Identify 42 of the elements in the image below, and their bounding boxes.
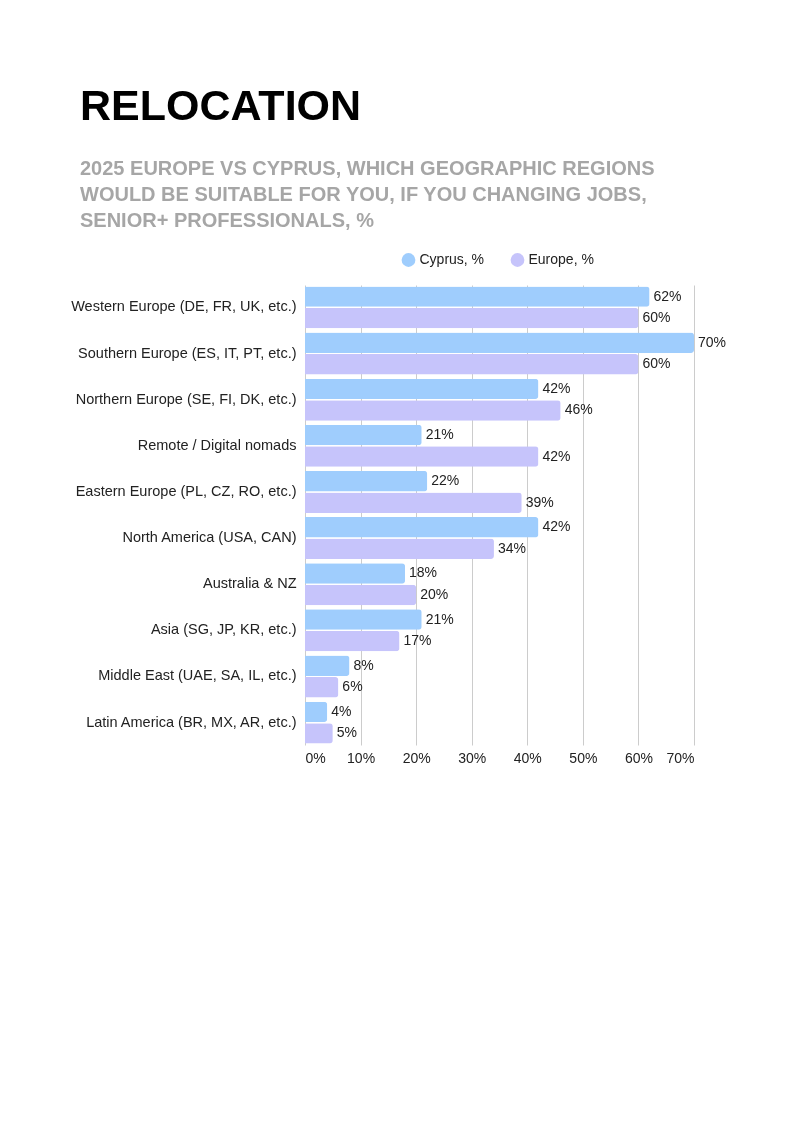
data-label: 21% bbox=[425, 426, 454, 443]
y-tick-label: Western Europe (DE, FR, UK, etc.) bbox=[71, 298, 297, 315]
y-tick-label: Southern Europe (ES, IT, PT, etc.) bbox=[78, 344, 297, 361]
data-label: 70% bbox=[698, 333, 727, 350]
data-label: 46% bbox=[564, 401, 593, 418]
data-label: 39% bbox=[525, 493, 554, 510]
y-tick-label: Latin America (BR, MX, AR, etc.) bbox=[86, 713, 297, 730]
chart-title: RELOCATION bbox=[80, 81, 362, 129]
data-label: 42% bbox=[542, 447, 571, 464]
data-label: 42% bbox=[542, 379, 571, 396]
x-tick-label: 0% bbox=[305, 749, 326, 766]
chart-subtitle: 2025 EUROPE VS CYPRUS, WHICH GEOGRAPHIC REGIONS WOULD BE SUITABLE FOR YOU, IF YOU CHANGING JOBS, SENIOR+ PROFESSIONALS, % bbox=[80, 157, 655, 231]
x-tick-label: 10% bbox=[347, 749, 376, 766]
x-tick-label: 20% bbox=[402, 749, 431, 766]
data-label: 6% bbox=[342, 678, 363, 695]
data-label: 62% bbox=[653, 287, 682, 304]
data-label: 20% bbox=[420, 585, 449, 602]
data-label: 4% bbox=[331, 702, 352, 719]
legend-label: Europe, % bbox=[528, 251, 594, 267]
data-label: 60% bbox=[642, 355, 671, 372]
y-tick-label: North America (USA, CAN) bbox=[122, 529, 297, 546]
data-label: 34% bbox=[497, 539, 526, 556]
data-label: 5% bbox=[336, 724, 358, 741]
x-tick-label: 30% bbox=[458, 749, 487, 766]
y-tick-label: Northern Europe (SE, FI, DK, etc.) bbox=[75, 390, 297, 407]
legend-label: Cyprus, % bbox=[419, 251, 485, 267]
data-label: 60% bbox=[642, 309, 671, 326]
x-tick-label: 70% bbox=[666, 749, 695, 766]
data-label: 17% bbox=[403, 632, 432, 649]
x-tick-label: 60% bbox=[624, 749, 653, 766]
data-label: 42% bbox=[542, 518, 571, 535]
y-tick-label: Eastern Europe (PL, CZ, RO, etc.) bbox=[75, 482, 297, 499]
data-label: 22% bbox=[431, 472, 460, 489]
y-tick-label: Australia & NZ bbox=[203, 575, 297, 592]
data-label: 18% bbox=[409, 564, 438, 581]
x-tick-label: 40% bbox=[513, 749, 542, 766]
data-label: 8% bbox=[353, 656, 374, 673]
y-tick-label: Asia (SG, JP, KR, etc.) bbox=[150, 621, 297, 638]
x-tick-label: 50% bbox=[569, 749, 598, 766]
y-tick-label: Remote / Digital nomads bbox=[137, 436, 297, 453]
y-tick-label: Middle East (UAE, SA, IL, etc.) bbox=[98, 667, 297, 684]
data-label: 21% bbox=[425, 610, 454, 627]
